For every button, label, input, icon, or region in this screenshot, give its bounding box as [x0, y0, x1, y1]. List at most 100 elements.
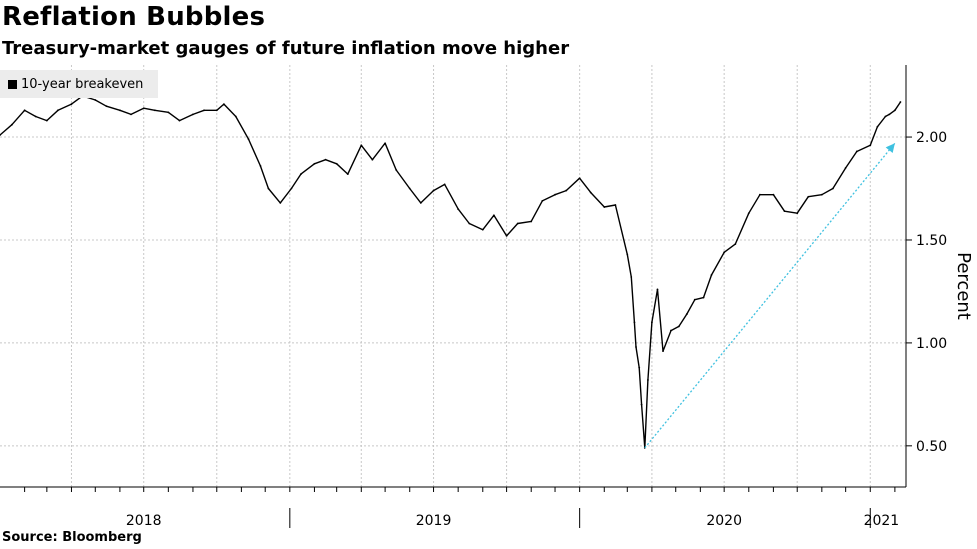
data-point	[335, 162, 338, 165]
data-point	[119, 109, 121, 112]
data-point	[203, 109, 205, 112]
data-point	[869, 144, 872, 147]
data-point	[142, 107, 145, 110]
data-point	[541, 199, 544, 202]
data-point	[723, 251, 726, 254]
data-point	[888, 113, 891, 116]
data-point	[192, 113, 194, 116]
data-point	[223, 103, 225, 106]
trend-arrow-head	[885, 143, 895, 154]
y-tick-label: 1.00	[916, 336, 947, 352]
data-point	[578, 177, 581, 180]
data-point	[565, 189, 568, 192]
axes	[0, 65, 912, 528]
data-point	[758, 193, 761, 196]
data-point	[395, 169, 398, 171]
tick-labels: 0.50 1.00 1.50 2.00 2018 2019 2020 2021 Percent	[126, 130, 974, 529]
data-point	[662, 350, 664, 353]
data-point	[492, 214, 495, 217]
data-point	[371, 158, 374, 161]
data-point	[630, 276, 633, 278]
x-tick-label: 2020	[706, 513, 742, 529]
data-point	[0, 134, 1, 136]
series-line-10-year-breakeven	[0, 95, 901, 449]
data-point	[893, 109, 896, 112]
data-point	[772, 193, 775, 196]
data-point	[279, 202, 282, 204]
data-point	[408, 187, 411, 190]
data-point	[105, 105, 108, 108]
grid-lines	[0, 65, 906, 487]
data-point	[747, 212, 750, 215]
source-note: Source: Bloomberg	[2, 530, 142, 545]
data-point	[832, 187, 834, 190]
data-point	[443, 183, 446, 186]
chart-subtitle: Treasury-market gauges of future inflati…	[2, 38, 570, 59]
data-point	[651, 321, 653, 324]
legend: 10-year breakeven	[0, 70, 158, 98]
data-point	[670, 329, 672, 332]
data-point	[324, 158, 327, 161]
data-point	[57, 109, 59, 112]
data-point	[678, 325, 680, 328]
data-point	[876, 125, 879, 128]
data-point	[783, 210, 786, 213]
y-tick-label: 0.50	[916, 439, 947, 455]
data-point	[23, 109, 26, 112]
data-point	[234, 115, 237, 118]
annotation-layer	[644, 142, 896, 449]
data-point	[468, 222, 471, 225]
data-point	[505, 234, 508, 237]
y-tick-label: 1.50	[916, 233, 947, 249]
chart-title: Reflation Bubbles	[2, 2, 266, 32]
data-point	[360, 144, 363, 147]
data-point	[656, 288, 659, 291]
data-point	[259, 164, 262, 167]
data-point	[432, 189, 435, 192]
data-point	[167, 111, 170, 114]
data-point	[346, 173, 349, 176]
data-point	[647, 379, 649, 381]
data-point	[633, 321, 636, 324]
data-point	[457, 208, 460, 210]
x-tick-label: 2019	[416, 513, 452, 529]
data-point	[807, 195, 810, 198]
legend-label: 10-year breakeven	[21, 76, 144, 92]
data-point	[734, 243, 737, 245]
trend-arrow-line	[644, 142, 896, 449]
x-tick-label: 2018	[126, 513, 162, 529]
data-point	[130, 113, 132, 116]
data-point	[635, 346, 637, 348]
y-tick-label: 2.00	[916, 130, 947, 146]
data-point	[603, 206, 606, 208]
data-point	[290, 187, 293, 190]
data-point	[710, 274, 713, 276]
data-point	[178, 119, 181, 122]
data-point	[693, 298, 696, 301]
data-point	[481, 228, 484, 231]
data-point	[702, 296, 705, 299]
data-point	[855, 150, 858, 153]
data-point	[638, 366, 641, 369]
data-point	[626, 253, 629, 256]
data-point	[640, 403, 643, 406]
data-point	[899, 101, 902, 103]
data-point	[247, 138, 250, 141]
data-point	[384, 142, 387, 145]
legend-swatch	[8, 79, 17, 89]
data-point	[11, 123, 13, 126]
data-point	[215, 109, 218, 112]
data-point	[589, 191, 592, 194]
data-point	[70, 103, 73, 106]
data-point	[419, 202, 422, 204]
data-point	[685, 313, 688, 315]
data-point	[820, 193, 823, 196]
data-point	[300, 173, 302, 176]
y-axis-label: Percent	[953, 252, 974, 320]
data-point	[614, 204, 617, 206]
data-point	[530, 220, 533, 223]
data-point	[153, 109, 156, 112]
data-point	[267, 187, 270, 190]
data-point	[313, 162, 316, 165]
